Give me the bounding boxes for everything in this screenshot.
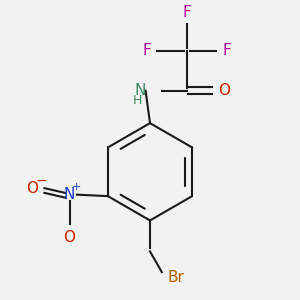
Text: F: F [222,44,231,59]
Text: F: F [182,5,191,20]
Text: H: H [132,94,142,107]
Text: Br: Br [168,271,184,286]
Text: N: N [134,83,146,98]
Text: N: N [64,187,75,202]
Text: +: + [71,182,81,192]
Text: O: O [26,181,38,196]
Text: O: O [64,230,76,245]
Text: −: − [36,174,47,188]
Text: F: F [143,44,152,59]
Text: O: O [218,83,230,98]
